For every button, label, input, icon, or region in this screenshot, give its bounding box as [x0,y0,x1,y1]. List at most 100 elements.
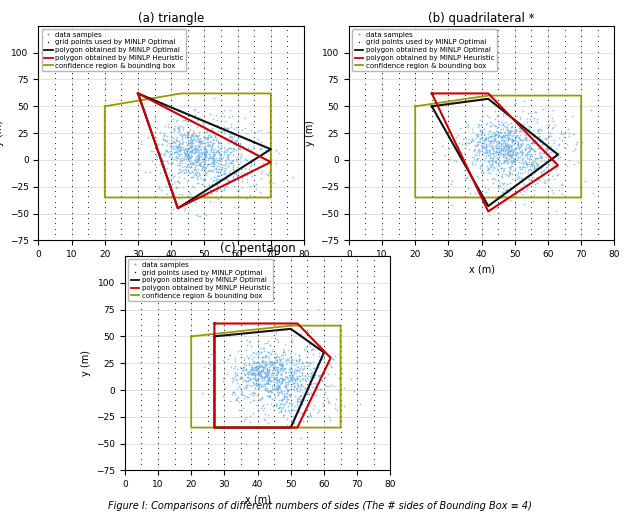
Point [203,138,213,146]
Point [266,155,276,163]
Point [276,361,286,369]
Point [269,382,280,390]
Point [211,163,221,172]
Point [262,400,272,408]
Point [194,159,204,168]
Point [220,156,230,164]
Point [245,398,255,406]
Point [249,158,259,166]
Point [249,422,259,431]
Point [274,378,284,386]
Point [259,346,269,355]
Point [248,367,258,375]
Point [271,400,281,408]
Point [211,165,221,173]
Point [483,135,493,144]
Point [217,176,227,184]
Point [530,166,540,175]
Point [271,146,282,155]
Point [521,134,531,142]
Point [536,153,547,161]
Point [307,405,317,413]
Point [214,149,224,157]
Point [279,347,289,355]
Point [247,155,257,163]
Point [252,363,262,371]
Point [213,177,223,186]
Point [499,137,509,145]
Point [275,373,285,382]
Point [534,153,545,161]
Point [259,363,269,371]
Point [273,375,284,384]
Point [300,376,310,384]
Point [519,163,529,171]
Point [564,156,575,164]
Point [182,131,192,139]
Point [315,371,325,379]
Point [305,412,316,420]
Point [492,162,502,170]
Point [241,377,252,386]
Point [172,183,182,191]
Point [234,384,244,392]
Point [221,124,232,132]
Point [213,142,223,150]
Point [255,370,266,378]
Point [494,153,504,161]
Point [318,399,328,407]
Point [211,175,221,184]
Point [488,146,499,154]
Point [192,132,202,140]
Point [268,370,278,378]
Point [189,163,200,171]
Point [194,145,204,154]
Point [152,140,162,148]
Point [271,374,281,382]
Point [181,153,191,161]
Point [227,388,237,396]
Point [163,139,173,147]
Point [228,129,238,138]
Point [225,167,236,175]
Point [483,133,493,141]
Point [489,135,499,144]
Point [182,128,193,136]
Point [536,169,546,177]
Point [188,146,198,155]
Point [522,140,532,148]
Point [500,154,511,162]
Point [183,154,193,162]
Point [486,132,496,141]
Point [228,172,238,180]
Point [494,168,504,176]
Point [482,142,492,150]
Point [179,116,189,124]
Point [219,186,229,194]
Point [527,144,538,153]
Point [524,172,534,180]
Point [268,369,278,377]
Point [182,177,192,186]
Point [543,121,554,129]
Point [504,155,514,163]
Point [201,132,211,141]
Point [136,136,147,145]
Point [313,385,323,393]
Point [216,157,226,165]
Point [202,138,212,146]
Point [284,365,294,373]
Point [516,141,526,149]
Point [183,152,193,160]
Point [474,131,484,140]
Point [262,392,272,400]
Point [237,388,247,397]
Point [261,170,271,178]
Point [268,358,278,367]
Point [506,154,516,162]
Point [496,139,506,147]
Point [174,146,184,154]
Point [538,168,548,176]
Point [543,175,554,184]
Point [270,375,280,383]
